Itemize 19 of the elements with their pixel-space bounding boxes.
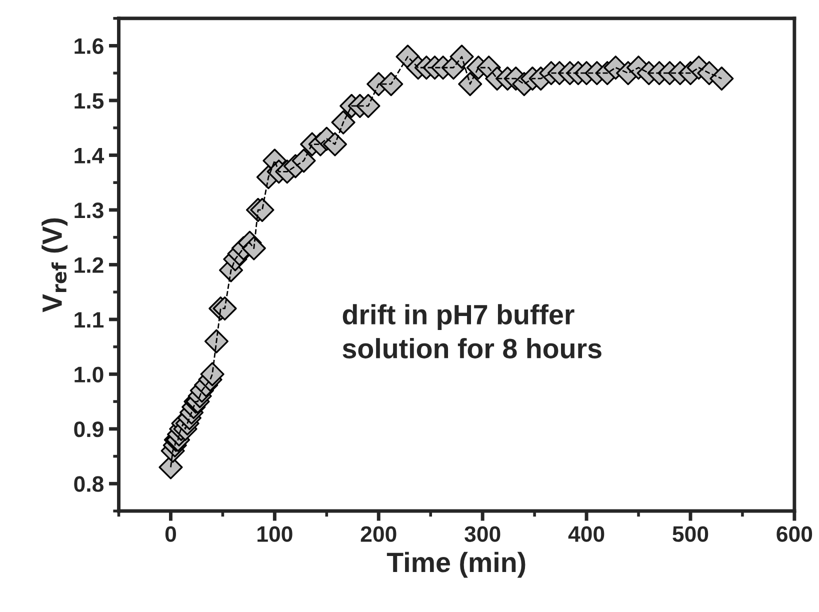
y-tick-label: 1.3 bbox=[74, 202, 104, 218]
y-axis-title: V$_{ref}$ (V) bbox=[42, 218, 68, 312]
x-tick-label: 0 bbox=[165, 526, 176, 542]
y-tick-label: 1.6 bbox=[74, 38, 104, 54]
y-tick-label: 1.2 bbox=[74, 257, 104, 273]
x-tick-label: 600 bbox=[776, 526, 812, 542]
x-tick-label: 500 bbox=[672, 526, 708, 542]
x-tick-label: 100 bbox=[258, 526, 292, 542]
x-tick-label: 200 bbox=[360, 526, 396, 542]
y-tick-label: 1.1 bbox=[74, 312, 104, 328]
annotation: drift in pH7 buffer solution for 8 hours bbox=[342, 304, 602, 358]
y-tick-label: 0.9 bbox=[74, 421, 104, 438]
y-tick-label: 1.5 bbox=[74, 93, 104, 109]
y-tick-label: 1.4 bbox=[74, 148, 104, 164]
x-axis-title: Time (min) bbox=[386, 552, 526, 578]
x-tick-label: 400 bbox=[568, 526, 604, 542]
y-tick-label: 1.0 bbox=[74, 366, 104, 382]
y-tick-label: 0.8 bbox=[74, 476, 104, 492]
x-tick-label: 300 bbox=[464, 526, 500, 542]
